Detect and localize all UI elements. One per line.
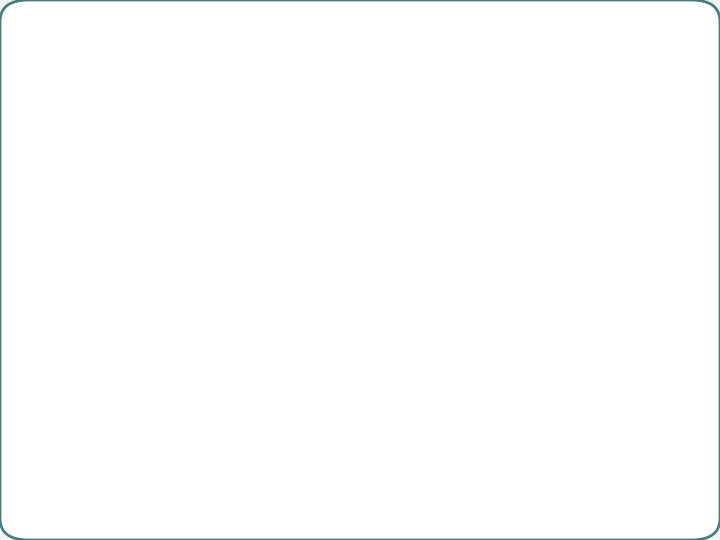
Text: analytically intractable: analytically intractable xyxy=(518,181,647,191)
Text: Winter Simulation Conference, Baltimore, MD: Winter Simulation Conference, Baltimore,… xyxy=(241,514,479,523)
Text: $\xi$ – random vector (probability distribution: $\xi$ – random vector (probability distr… xyxy=(86,259,499,281)
Text: 7: 7 xyxy=(678,514,684,523)
FancyBboxPatch shape xyxy=(173,23,252,47)
Text: almost surely: almost surely xyxy=(292,322,442,342)
Text: $F:X\times\Xi\rightarrow\mathbb{R}$: $F:X\times\Xi\rightarrow\mathbb{R}$ xyxy=(86,322,201,342)
Text: convex: convex xyxy=(418,322,495,342)
Text: Uses Monte-Carlo sampling techniques to: Uses Monte-Carlo sampling techniques to xyxy=(86,127,462,145)
Text: SA Based Solution: SA Based Solution xyxy=(50,30,152,40)
Text: $X\subset\mathbb{R}^n$ convex set: $X\subset\mathbb{R}^n$ convex set xyxy=(86,219,262,240)
Text: P)  supported on set Ξ: P) supported on set Ξ xyxy=(86,281,302,300)
Text: Feldman et. al.: Feldman et. al. xyxy=(43,514,121,523)
Text: solve (approximate): solve (approximate) xyxy=(86,147,268,166)
FancyBboxPatch shape xyxy=(177,26,196,44)
Text: December 2010: December 2010 xyxy=(576,514,660,523)
Text: Stochastic Approximation (SA(: Stochastic Approximation (SA( xyxy=(43,64,508,93)
Text: $\min_{x\in X}\left\{f\left(x\right):=E\left[F\left(x,\xi\right)\right]\right\}$: $\min_{x\in X}\left\{f\left(x\right):=E\… xyxy=(274,170,477,202)
